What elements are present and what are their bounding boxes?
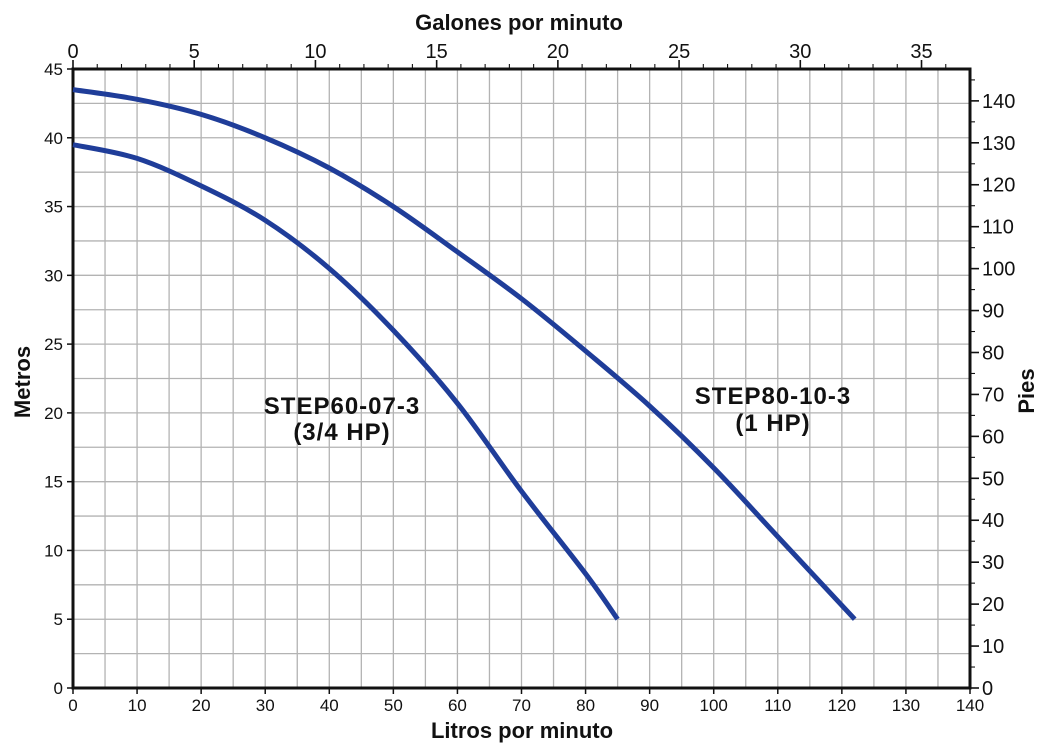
x-bottom-tick-label: 60 — [448, 696, 467, 715]
x-bottom-tick-label: 110 — [764, 696, 791, 715]
x-top-tick-label: 30 — [789, 41, 811, 63]
x-bottom-tick-label: 10 — [128, 696, 147, 715]
y-left-tick-label: 10 — [44, 541, 63, 560]
y-right-tick-label: 40 — [982, 510, 1004, 532]
x-top-tick-label: 5 — [189, 41, 200, 63]
series-sublabel-step60: (3/4 HP) — [293, 419, 390, 446]
x-top-tick-label: 15 — [426, 41, 448, 63]
x-bottom-tick-label: 30 — [256, 696, 275, 715]
y-left-tick-label: 25 — [44, 335, 63, 354]
series-line-2 — [72, 87, 857, 621]
y-axis-title-left: Metros — [10, 346, 35, 418]
x-top-tick-label: 25 — [668, 41, 690, 63]
y-right-tick-label: 90 — [982, 301, 1004, 323]
y-left-tick-label: 0 — [54, 679, 63, 698]
series-sublabel-step80: (1 HP) — [735, 410, 810, 437]
y-right-tick-label: 100 — [982, 259, 1015, 281]
y-right-tick-label: 20 — [982, 594, 1004, 616]
y-left-tick-label: 15 — [44, 473, 63, 492]
y-left-tick-label: 35 — [44, 198, 63, 217]
x-bottom-tick-label: 140 — [956, 696, 984, 715]
x-axis-title-bottom: Litros por minuto — [431, 718, 613, 743]
x-top-tick-label: 35 — [910, 41, 932, 63]
series-lines — [72, 87, 857, 621]
y-left-tick-label: 45 — [44, 60, 63, 79]
series-label-step80: STEP80-10-3 — [695, 383, 851, 410]
x-top-tick-label: 20 — [547, 41, 569, 63]
y-left-tick-label: 20 — [44, 404, 63, 423]
x-top-tick-label: 10 — [304, 41, 326, 63]
y-left-tick-label: 5 — [54, 610, 63, 629]
series-label-step60: STEP60-07-3 — [264, 393, 420, 420]
y-right-tick-label: 0 — [982, 678, 993, 700]
y-right-tick-label: 120 — [982, 175, 1015, 197]
y-right-tick-label: 80 — [982, 342, 1004, 364]
y-left-tick-label: 30 — [44, 266, 63, 285]
x-top-tick-label: 0 — [67, 41, 78, 63]
x-bottom-tick-label: 50 — [384, 696, 403, 715]
grid — [73, 69, 970, 688]
x-bottom-tick-label: 90 — [640, 696, 659, 715]
x-bottom-tick-label: 80 — [576, 696, 595, 715]
x-bottom-tick-label: 40 — [320, 696, 339, 715]
y-right-tick-label: 130 — [982, 133, 1015, 155]
x-bottom-tick-label: 120 — [828, 696, 856, 715]
y-right-tick-label: 30 — [982, 552, 1004, 574]
x-axis-title-top: Galones por minuto — [415, 10, 623, 35]
x-bottom-tick-label: 0 — [68, 696, 77, 715]
y-right-tick-label: 70 — [982, 384, 1004, 406]
x-bottom-tick-label: 100 — [700, 696, 728, 715]
y-left-tick-label: 40 — [44, 129, 63, 148]
x-bottom-tick-label: 20 — [192, 696, 211, 715]
y-right-tick-label: 60 — [982, 426, 1004, 448]
y-right-tick-label: 140 — [982, 91, 1015, 113]
x-bottom-tick-label: 70 — [512, 696, 531, 715]
y-axis-title-right: Pies — [1014, 368, 1039, 413]
y-right-tick-label: 10 — [982, 636, 1004, 658]
x-bottom-tick-label: 130 — [892, 696, 920, 715]
y-right-tick-label: 50 — [982, 468, 1004, 490]
series-line-1 — [72, 142, 620, 621]
y-right-tick-label: 110 — [982, 217, 1014, 239]
